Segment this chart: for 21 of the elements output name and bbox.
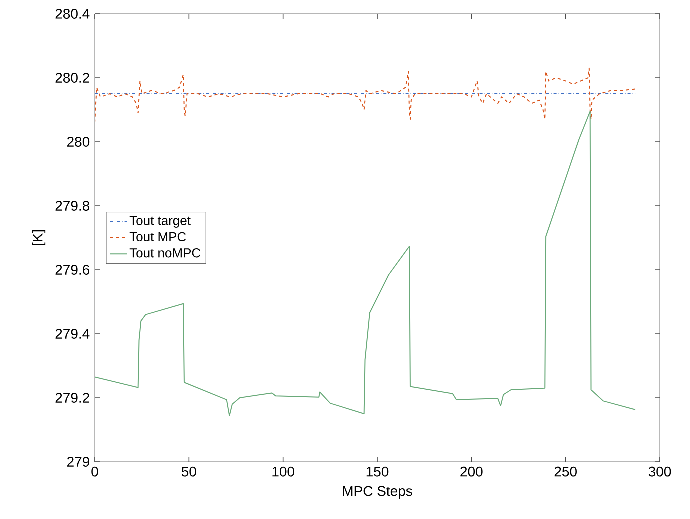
y-tick-label: 280 (67, 137, 90, 147)
x-tick-label: 100 (272, 466, 294, 477)
legend-label: Tout MPC (130, 232, 186, 242)
y-axis-title: [K] (32, 230, 46, 246)
x-tick-label: 300 (648, 466, 672, 477)
line-series (95, 111, 636, 416)
y-tick-label: 279.4 (56, 329, 90, 339)
x-tick-label: 0 (92, 466, 98, 477)
y-tick-label: 280.2 (56, 73, 90, 83)
y-tick-label: 279.8 (56, 201, 90, 211)
x-tick-label: 150 (366, 466, 389, 477)
y-tick-label: 279 (67, 457, 90, 467)
x-tick-label: 250 (554, 466, 577, 477)
y-tick-label: 280.4 (56, 9, 90, 19)
x-tick-label: 50 (182, 466, 196, 477)
legend-label: Tout noMPC (130, 248, 201, 258)
y-tick-label: 279.2 (56, 393, 90, 403)
x-axis-title: MPC Steps (343, 486, 412, 499)
x-tick-label: 200 (460, 466, 483, 477)
legend-label: Tout target (130, 216, 191, 228)
y-tick-label: 279.6 (56, 265, 90, 275)
